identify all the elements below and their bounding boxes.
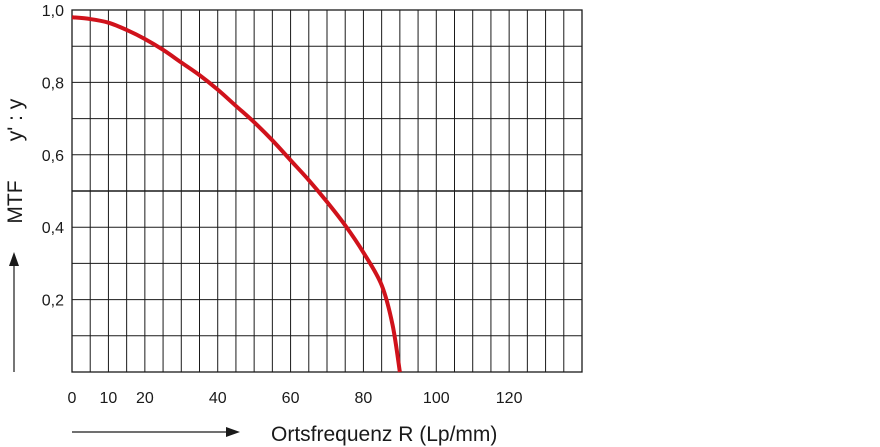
y-tick-label: 0,4 — [42, 220, 64, 237]
grid — [71, 9, 583, 373]
y-tick-labels: 0,2 0,4 0,6 0,8 1,0 — [42, 3, 64, 310]
x-tick-label: 10 — [100, 390, 118, 407]
y-tick-label: 0,6 — [42, 148, 64, 165]
y-tick-label: 0,2 — [42, 293, 64, 310]
mtf-curve — [71, 15, 402, 373]
x-tick-label: 60 — [282, 390, 300, 407]
x-axis-arrow — [72, 427, 240, 437]
x-tick-label: 20 — [136, 390, 154, 407]
y-axis-label-ratio: y' : y — [4, 98, 27, 141]
x-tick-label: 120 — [496, 390, 523, 407]
x-tick-label: 100 — [423, 390, 450, 407]
y-axis-label-mtf: MTF — [4, 180, 27, 223]
y-tick-label: 0,8 — [42, 75, 64, 92]
x-axis-label: Ortsfrequenz R (Lp/mm) — [271, 423, 497, 446]
x-tick-label: 0 — [68, 390, 77, 407]
x-tick-labels: 0 10 20 40 60 80 100 120 — [68, 390, 523, 407]
y-tick-label: 1,0 — [42, 3, 64, 20]
x-tick-label: 40 — [209, 390, 227, 407]
plot-frame — [71, 9, 583, 373]
y-axis-arrow — [9, 252, 19, 372]
x-tick-label: 80 — [355, 390, 373, 407]
